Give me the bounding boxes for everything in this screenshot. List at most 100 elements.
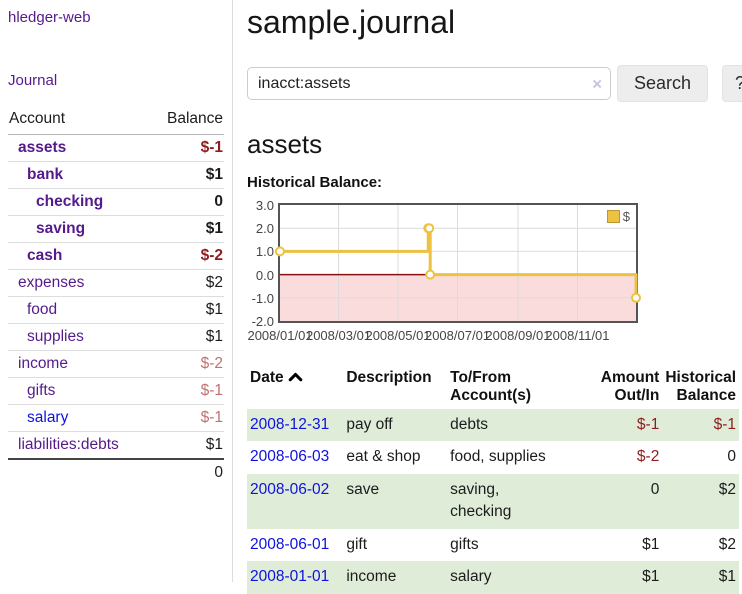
register-row: 2008-06-02 save saving, checking 0 $2 [247,473,739,529]
accounts-header-row: Account Balance [8,108,224,135]
transaction-accounts: saving, checking [450,480,512,521]
accounts-table: Account Balance assets $-1 bank $1 checking 0… [8,108,224,486]
transaction-amount: 0 [650,480,660,498]
account-row: gifts $-1 [8,377,224,405]
account-balance: $-2 [149,242,224,270]
data-point-marker [425,269,436,280]
data-point-marker [631,292,641,303]
transaction-amount: $1 [642,568,660,586]
account-row: cash $-2 [8,242,224,270]
x-axis-tick-label: 2008/09/01 [485,328,551,343]
transaction-balance: $2 [718,535,736,553]
sidebar-item-journal[interactable]: Journal [8,72,58,89]
transaction-date-link[interactable]: 2008-06-02 [250,480,330,498]
register-header-date[interactable]: Date [247,367,343,409]
search-form: × Search ? [247,65,742,102]
account-row: bank $1 [8,161,224,189]
account-link-income[interactable]: income [18,355,68,372]
account-balance: 0 [149,188,224,216]
search-input[interactable] [247,67,611,100]
transaction-date-cell: 2008-06-01 [247,529,343,561]
transaction-date-link[interactable]: 2008-12-31 [250,416,330,433]
register-header-row: Date Description To/From Account(s) Amou… [247,367,739,409]
app-title-link[interactable]: hledger-web [8,9,91,26]
account-balance: $1 [149,296,224,324]
chart-svg [275,205,641,321]
account-link-liabilities-debts[interactable]: liabilities:debts [18,436,119,453]
transaction-description: pay off [346,416,393,433]
transaction-amount: $-1 [636,416,660,433]
y-axis-tick-label: -1.0 [251,290,274,306]
accounts-table-body: assets $-1 bank $1 checking 0 saving $1 cash $-2 e… [8,135,224,459]
transaction-date-link[interactable]: 2008-01-01 [250,568,330,586]
transaction-description: eat & shop [346,448,421,466]
transaction-accounts: gifts [450,535,479,553]
x-axis-tick-label: 2008/03/01 [305,328,372,343]
clear-search-icon[interactable]: × [592,74,602,93]
sort-ascending-icon [288,372,302,382]
account-balance: $1 [149,431,224,459]
y-axis-tick-label: 0.0 [255,267,274,283]
register-row: 2008-06-03 eat & shop food, supplies $-2 0 [247,441,739,473]
register-table: Date Description To/From Account(s) Amou… [247,367,739,594]
account-row: supplies $1 [8,323,224,351]
y-axis-tick-label: -2.0 [251,314,274,329]
account-link-saving[interactable]: saving [36,220,86,237]
account-link-cash[interactable]: cash [27,247,63,264]
account-balance: $2 [149,269,224,297]
account-row: checking 0 [8,188,224,216]
account-link-checking[interactable]: checking [36,193,104,210]
data-point-marker [275,246,285,257]
accounts-header-balance: Balance [149,108,224,135]
transaction-date-cell: 2008-12-31 [247,409,343,441]
chart-plot-area: $ [275,203,641,323]
account-link-salary[interactable]: salary [27,409,69,426]
register-header-balance: Historical Balance [665,369,736,404]
account-row: salary $-1 [8,404,224,432]
account-link-gifts[interactable]: gifts [27,382,56,399]
accounts-total-row: 0 [8,458,224,486]
account-balance: $1 [149,161,224,189]
x-axis-tick-label: 2008/07/01 [424,328,491,343]
account-balance: $1 [149,323,224,351]
transaction-accounts: salary [450,568,492,586]
transaction-date-link[interactable]: 2008-06-03 [250,448,330,466]
sidebar: hledger-web Journal Account Balance asse… [0,0,233,582]
account-row: saving $1 [8,215,224,243]
transaction-description: save [346,480,380,498]
help-button[interactable]: ? [722,65,742,102]
account-link-assets[interactable]: assets [18,139,67,156]
transaction-balance: $-1 [713,416,736,433]
account-balance: $1 [149,215,224,243]
account-balance: $-1 [149,377,224,405]
search-button[interactable]: Search [617,65,709,102]
y-axis-tick-label: 2.0 [255,221,274,237]
transaction-amount: $-2 [636,448,660,466]
chart-title: Historical Balance: [247,174,383,191]
account-row: expenses $2 [8,269,224,297]
page-title: sample.journal [247,4,456,40]
account-link-expenses[interactable]: expenses [18,274,85,291]
account-link-supplies[interactable]: supplies [27,328,84,345]
transaction-date-cell: 2008-01-01 [247,561,343,593]
transaction-date-link[interactable]: 2008-06-01 [250,535,330,553]
account-row: food $1 [8,296,224,324]
account-link-bank[interactable]: bank [27,166,64,183]
transaction-date-cell: 2008-06-02 [247,474,343,529]
register-header-tofrom: To/From Account(s) [450,369,532,404]
account-balance: $-2 [149,350,224,378]
account-link-food[interactable]: food [27,301,58,318]
data-point-marker [424,223,435,234]
register-header-amount: Amount Out/In [600,369,660,404]
x-axis-tick-label: 2008/01/01 [247,328,313,343]
account-heading: assets [247,129,323,159]
legend-label: $ [622,209,630,224]
chart: $ 3.0 2.0 1.0 0.0 -1.0 -2.0 2008/01/01 2008/03/… [247,198,647,351]
y-axis-tick-label: 3.0 [255,198,274,213]
register-header-description: Description [346,369,432,386]
register-row: 2008-12-31 pay off debts $-1 $-1 [247,409,739,442]
register-table-body: 2008-12-31 pay off debts $-1 $-1 2008-06-03 ea… [247,409,739,594]
account-balance: $-1 [149,404,224,432]
search-input-wrap: × [247,67,611,100]
